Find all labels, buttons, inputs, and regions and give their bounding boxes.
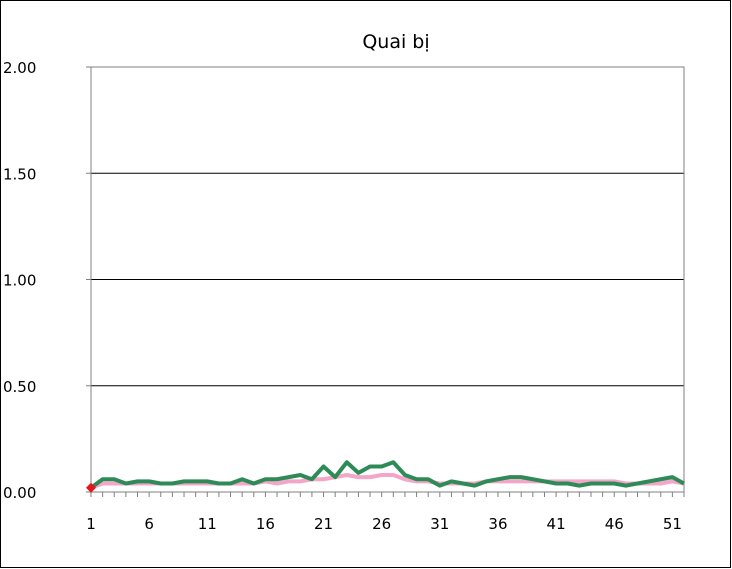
grid-layer bbox=[91, 66, 684, 387]
y-tick-label: 0.50 bbox=[3, 378, 36, 396]
x-axis: 1 6 11 16 21 26 31 36 41 46 51 bbox=[86, 492, 685, 533]
x-tick-label: 51 bbox=[663, 515, 682, 533]
x-tick-label: 36 bbox=[488, 515, 507, 533]
series-line-1 bbox=[90, 473, 685, 490]
x-tick-label: 31 bbox=[430, 515, 449, 533]
x-tick-label: 21 bbox=[314, 515, 333, 533]
x-tick-label: 1 bbox=[86, 515, 96, 533]
x-tick-label: 41 bbox=[547, 515, 566, 533]
chart-title: Quai bị bbox=[362, 31, 429, 53]
x-tick-label: 26 bbox=[372, 515, 391, 533]
y-tick-label: 2.00 bbox=[3, 59, 36, 77]
y-tick-label: 1.50 bbox=[3, 165, 36, 183]
x-tick-label: 46 bbox=[605, 515, 624, 533]
x-tick-label: 16 bbox=[256, 515, 275, 533]
x-tick-label: 11 bbox=[198, 515, 217, 533]
x-tick-label: 6 bbox=[144, 515, 154, 533]
y-tick-label: 1.00 bbox=[3, 272, 36, 290]
series-line-2 bbox=[89, 460, 685, 490]
data-point-marker bbox=[86, 482, 96, 493]
marker-layer bbox=[86, 482, 96, 493]
y-tick-label: 0.00 bbox=[3, 484, 36, 502]
series-layer bbox=[89, 460, 685, 490]
y-axis: 0.00 0.50 1.00 1.50 2.00 bbox=[3, 59, 91, 502]
